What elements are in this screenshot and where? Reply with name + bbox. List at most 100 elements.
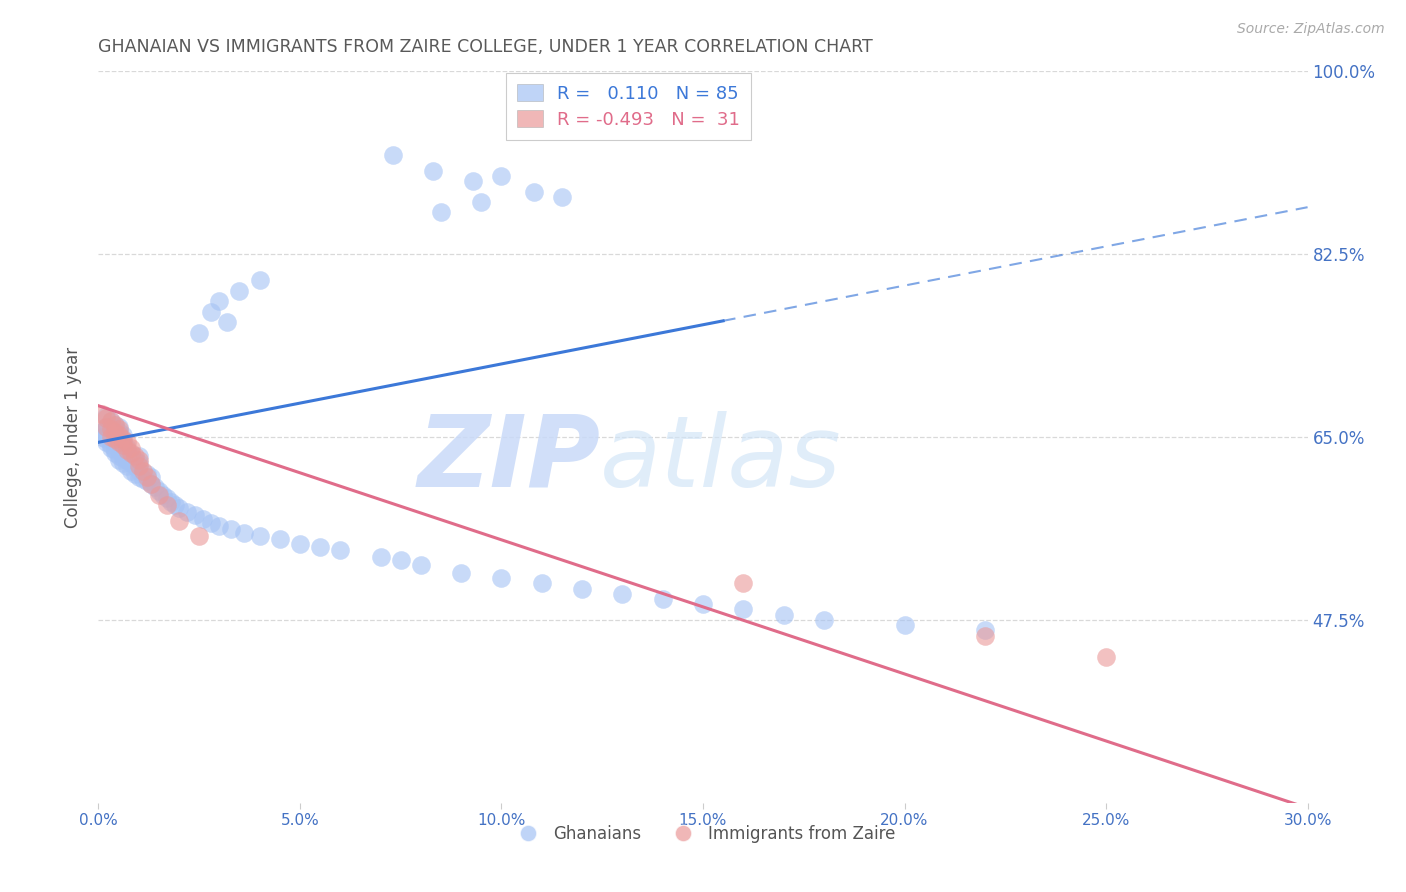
- Point: [128, 470, 150, 484]
- Point: [120, 456, 142, 470]
- Point: [309, 540, 332, 554]
- Point: [139, 477, 162, 491]
- Point: [463, 174, 485, 188]
- Point: [103, 446, 125, 460]
- Y-axis label: College, Under 1 year: College, Under 1 year: [65, 346, 83, 528]
- Point: [813, 613, 835, 627]
- Point: [91, 430, 114, 444]
- Point: [139, 477, 162, 491]
- Point: [491, 571, 513, 585]
- Point: [100, 425, 122, 439]
- Point: [551, 190, 574, 204]
- Point: [103, 435, 125, 450]
- Point: [571, 582, 593, 596]
- Point: [200, 304, 222, 318]
- Legend: Ghanaians, Immigrants from Zaire: Ghanaians, Immigrants from Zaire: [505, 818, 901, 849]
- Point: [124, 467, 146, 481]
- Point: [430, 205, 453, 219]
- Point: [120, 446, 142, 460]
- Point: [111, 428, 134, 442]
- Point: [612, 587, 634, 601]
- Point: [160, 495, 183, 509]
- Point: [470, 194, 492, 209]
- Point: [124, 459, 146, 474]
- Point: [249, 273, 271, 287]
- Point: [148, 484, 170, 499]
- Point: [156, 498, 179, 512]
- Point: [148, 487, 170, 501]
- Point: [132, 463, 155, 477]
- Point: [91, 407, 114, 421]
- Point: [115, 453, 138, 467]
- Text: ZIP: ZIP: [418, 410, 600, 508]
- Point: [128, 453, 150, 467]
- Point: [188, 529, 211, 543]
- Point: [200, 516, 222, 530]
- Point: [100, 438, 122, 452]
- Point: [107, 430, 129, 444]
- Point: [96, 409, 118, 424]
- Point: [249, 529, 271, 543]
- Point: [120, 449, 142, 463]
- Point: [111, 450, 134, 465]
- Point: [409, 558, 432, 572]
- Point: [103, 432, 125, 446]
- Point: [103, 425, 125, 439]
- Point: [370, 550, 392, 565]
- Point: [120, 463, 142, 477]
- Point: [651, 592, 673, 607]
- Text: atlas: atlas: [600, 410, 842, 508]
- Point: [450, 566, 472, 580]
- Point: [115, 435, 138, 450]
- Point: [115, 446, 138, 460]
- Point: [217, 315, 239, 329]
- Point: [221, 522, 243, 536]
- Point: [103, 422, 125, 436]
- Point: [96, 419, 118, 434]
- Point: [100, 432, 122, 446]
- Point: [128, 459, 150, 474]
- Point: [135, 467, 157, 481]
- Point: [139, 470, 162, 484]
- Point: [143, 480, 166, 494]
- Point: [107, 425, 129, 439]
- Text: GHANAIAN VS IMMIGRANTS FROM ZAIRE COLLEGE, UNDER 1 YEAR CORRELATION CHART: GHANAIAN VS IMMIGRANTS FROM ZAIRE COLLEG…: [98, 38, 873, 56]
- Point: [115, 441, 138, 455]
- Point: [733, 602, 755, 616]
- Point: [96, 435, 118, 450]
- Point: [135, 470, 157, 484]
- Point: [228, 284, 250, 298]
- Point: [135, 474, 157, 488]
- Point: [329, 543, 352, 558]
- Point: [176, 505, 198, 519]
- Point: [288, 536, 311, 550]
- Point: [389, 553, 412, 567]
- Point: [152, 487, 174, 501]
- Point: [120, 441, 142, 455]
- Point: [111, 442, 134, 457]
- Point: [772, 607, 794, 622]
- Point: [893, 618, 915, 632]
- Point: [96, 419, 118, 434]
- Text: Source: ZipAtlas.com: Source: ZipAtlas.com: [1237, 22, 1385, 37]
- Point: [107, 442, 129, 457]
- Point: [100, 419, 122, 434]
- Point: [100, 422, 122, 436]
- Point: [111, 438, 134, 452]
- Point: [107, 428, 129, 442]
- Point: [188, 326, 211, 340]
- Point: [103, 442, 125, 457]
- Point: [128, 449, 150, 463]
- Point: [184, 508, 207, 523]
- Point: [523, 185, 546, 199]
- Point: [1095, 649, 1118, 664]
- Point: [124, 449, 146, 463]
- Point: [115, 442, 138, 457]
- Point: [107, 435, 129, 450]
- Point: [96, 432, 118, 446]
- Point: [91, 425, 114, 439]
- Point: [100, 414, 122, 428]
- Point: [96, 422, 118, 436]
- Point: [167, 514, 190, 528]
- Point: [111, 432, 134, 446]
